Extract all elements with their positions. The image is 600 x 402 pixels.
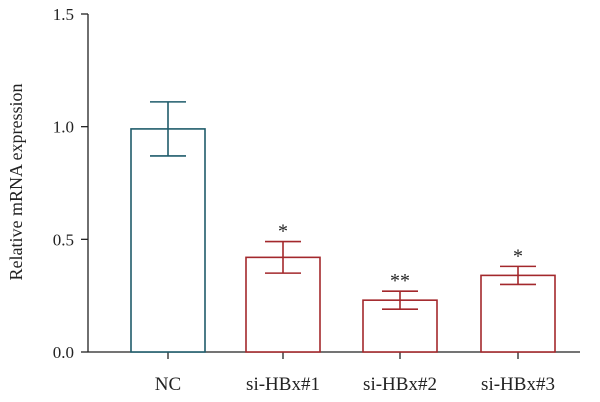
error-bar [500,265,536,286]
y-axis: 0.0 0.5 1.0 1.5 [53,5,89,362]
significance-marker: * [278,221,288,243]
bar [245,256,321,353]
error-bar [382,290,418,310]
y-tick-label: 0.0 [53,343,74,362]
bars: **** [130,101,556,353]
y-axis-title: Relative mRNA expression [6,84,26,281]
bar [480,274,556,353]
x-axis: NC si-HBx#1 si-HBx#2 si-HBx#3 [88,351,580,395]
error-bar [265,240,301,274]
significance-marker: ** [390,270,410,292]
y-tick-label: 1.5 [53,5,74,24]
bar [130,128,206,353]
x-tick-label: NC [155,374,181,395]
x-tick-label: si-HBx#2 [363,374,437,395]
significance-marker: * [513,245,523,267]
y-tick-label: 0.5 [53,230,74,249]
error-bar [150,101,186,157]
x-tick-label: si-HBx#3 [481,374,555,395]
x-tick-label: si-HBx#1 [246,374,320,395]
y-tick-label: 1.0 [53,118,74,137]
